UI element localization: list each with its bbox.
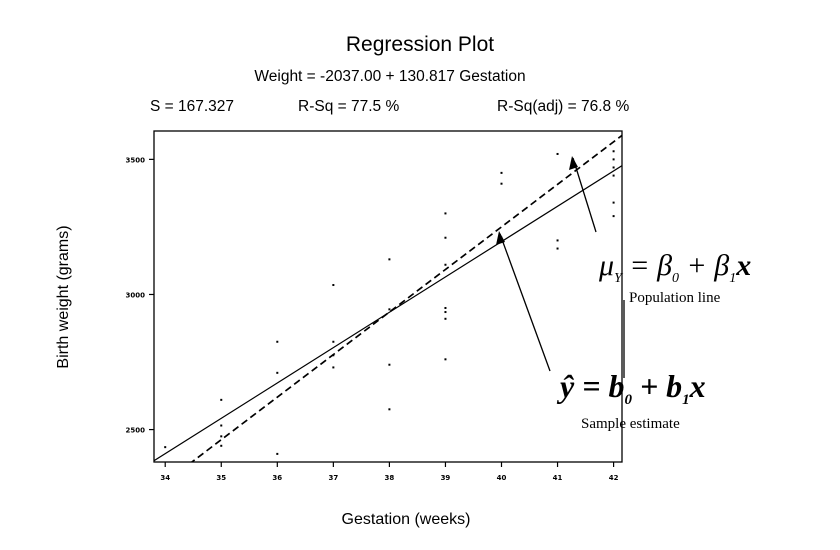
- data-point: [388, 258, 391, 261]
- y-axis-title: Birth weight (grams): [55, 225, 72, 368]
- sample-arrowhead: [496, 231, 505, 245]
- data-point: [612, 215, 615, 218]
- sample-equation: ŷ = b0 + b1x: [556, 368, 706, 408]
- data-point: [332, 340, 335, 343]
- data-point: [556, 152, 559, 155]
- sample-caption: Sample estimate: [581, 416, 680, 432]
- data-point: [220, 444, 223, 447]
- population-caption: Population line: [629, 290, 721, 306]
- population-line: [190, 134, 622, 462]
- data-point: [332, 366, 335, 369]
- chart-title: Regression Plot: [346, 33, 494, 56]
- y-tick-label: 3000: [126, 291, 146, 299]
- x-tick-label: 34: [160, 474, 170, 482]
- data-point: [388, 408, 391, 411]
- plot-frame: [153, 130, 623, 463]
- data-point: [388, 363, 391, 366]
- regression-lines: [154, 134, 622, 462]
- population-equation: μY = β0 + β1x: [598, 249, 751, 286]
- stat-rsq-adj: R-Sq(adj) = 76.8 %: [497, 98, 629, 115]
- x-tick-label: 37: [328, 474, 338, 482]
- population-arrowhead: [569, 156, 578, 170]
- y-axis: 2500 3000 3500: [126, 156, 154, 435]
- data-point: [500, 171, 503, 174]
- x-tick-label: 40: [497, 474, 507, 482]
- x-axis: 34 35 36 37 38 39 40 41 42: [160, 462, 619, 482]
- data-point: [276, 340, 279, 343]
- data-point: [276, 371, 279, 374]
- data-point: [444, 311, 447, 314]
- data-point: [220, 424, 223, 427]
- y-tick-label: 3500: [126, 156, 146, 164]
- data-point: [332, 284, 335, 287]
- data-point: [276, 452, 279, 455]
- y-tick-label: 2500: [126, 427, 146, 435]
- x-tick-label: 35: [216, 474, 226, 482]
- x-axis-title: Gestation (weeks): [342, 511, 471, 528]
- x-tick-label: 38: [385, 474, 395, 482]
- data-point: [612, 201, 615, 204]
- population-arrow: [572, 157, 597, 233]
- data-point: [332, 354, 335, 357]
- regression-equation: Weight = -2037.00 + 130.817 Gestation: [254, 68, 525, 85]
- data-point: [444, 358, 447, 361]
- x-tick-label: 42: [609, 474, 619, 482]
- data-point: [444, 236, 447, 239]
- data-point: [220, 398, 223, 401]
- data-point: [556, 239, 559, 242]
- stat-s: S = 167.327: [150, 98, 234, 115]
- scatter-points: [164, 150, 615, 455]
- data-point: [220, 435, 223, 438]
- data-point: [612, 158, 615, 161]
- data-point: [444, 306, 447, 309]
- data-point: [164, 446, 167, 449]
- data-point: [500, 182, 503, 185]
- data-point: [612, 166, 615, 169]
- data-point: [444, 212, 447, 215]
- x-tick-label: 41: [553, 474, 563, 482]
- data-point: [612, 150, 615, 153]
- data-point: [444, 263, 447, 266]
- data-point: [612, 174, 615, 177]
- x-tick-label: 39: [441, 474, 451, 482]
- x-tick-label: 36: [272, 474, 282, 482]
- stat-rsq: R-Sq = 77.5 %: [298, 98, 399, 115]
- sample-line: [154, 165, 622, 462]
- data-point: [444, 317, 447, 320]
- data-point: [388, 308, 391, 311]
- sample-arrow: [499, 233, 551, 372]
- data-point: [556, 247, 559, 250]
